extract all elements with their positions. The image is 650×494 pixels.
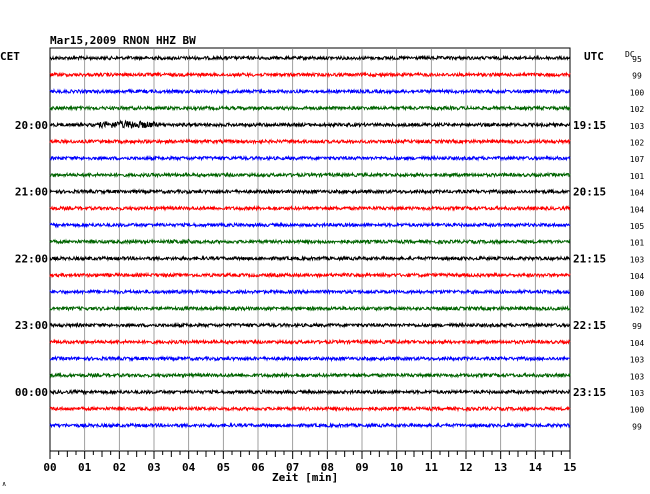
- dc-offset-label: 101: [630, 239, 645, 248]
- x-tick-label: 09: [355, 461, 368, 474]
- x-tick-label: 15: [563, 461, 576, 474]
- dc-offset-label: 99: [632, 422, 642, 431]
- x-tick-label: 13: [494, 461, 507, 474]
- dc-offset-label: 102: [630, 105, 645, 114]
- dc-offset-label: 107: [630, 155, 645, 164]
- chart-title: Mar15,2009 RNON HHZ BW: [50, 34, 196, 47]
- trace-row-5: [49, 138, 571, 146]
- trace-row-6: [49, 154, 571, 162]
- dc-column-label: DC: [625, 50, 635, 59]
- left-time-label: 21:00: [15, 186, 48, 199]
- x-tick-label: 14: [529, 461, 543, 474]
- trace-row-0: [49, 54, 571, 62]
- dc-offset-label: 100: [630, 406, 645, 415]
- dc-offset-label: 103: [630, 372, 645, 381]
- trace-row-8: [49, 188, 571, 196]
- right-time-label: 19:15: [573, 119, 606, 132]
- trace-row-19: [49, 371, 571, 379]
- x-tick-label: 08: [321, 461, 334, 474]
- trace-row-10: [49, 221, 571, 229]
- dc-offset-label: 104: [630, 205, 645, 214]
- corner-mark: ∧: [2, 480, 7, 488]
- trace-row-13: [49, 271, 571, 279]
- dc-offset-label: 102: [630, 139, 645, 148]
- trace-row-4: [49, 119, 571, 130]
- trace-row-15: [49, 304, 571, 312]
- trace-row-16: [49, 321, 571, 329]
- left-time-label: 20:00: [15, 119, 48, 132]
- x-tick-label: 03: [147, 461, 160, 474]
- left-time-label: 00:00: [15, 386, 48, 399]
- trace-row-2: [49, 87, 571, 95]
- trace-row-12: [49, 254, 571, 262]
- dc-offset-label: 101: [630, 172, 645, 181]
- x-tick-label: 00: [43, 461, 56, 474]
- x-tick-label: 01: [78, 461, 92, 474]
- x-tick-label: 02: [113, 461, 126, 474]
- trace-row-17: [49, 338, 571, 346]
- right-timezone-label: UTC: [584, 50, 604, 63]
- trace-row-3: [49, 104, 571, 112]
- trace-row-18: [49, 355, 571, 363]
- right-time-label: 22:15: [573, 319, 606, 332]
- right-time-label: 23:15: [573, 386, 606, 399]
- x-axis-label: Zeit [min]: [272, 471, 339, 484]
- dc-offset-label: 104: [630, 272, 645, 281]
- x-tick-label: 10: [390, 461, 403, 474]
- dc-offset-label: 103: [630, 122, 645, 131]
- x-tick-label: 07: [286, 461, 299, 474]
- x-tick-label: 04: [182, 461, 196, 474]
- x-tick-label: 12: [459, 461, 472, 474]
- x-tick-label: 06: [251, 461, 265, 474]
- trace-row-22: [49, 421, 571, 429]
- dc-offset-label: 99: [632, 72, 642, 81]
- trace-row-11: [49, 238, 571, 246]
- left-timezone-label: CET: [0, 50, 20, 63]
- left-time-label: 23:00: [15, 319, 48, 332]
- right-time-label: 20:15: [573, 186, 606, 199]
- dc-offset-label: 105: [630, 222, 645, 231]
- dc-offset-label: 103: [630, 255, 645, 264]
- dc-offset-label: 102: [630, 306, 645, 315]
- trace-row-7: [49, 171, 571, 179]
- dc-offset-label: 99: [632, 322, 642, 331]
- dc-offset-label: 100: [630, 88, 645, 97]
- left-time-label: 22:00: [15, 252, 48, 265]
- x-tick-label: 05: [217, 461, 230, 474]
- dc-offset-label: 104: [630, 189, 645, 198]
- dc-offset-label: 100: [630, 289, 645, 298]
- right-time-label: 21:15: [573, 252, 606, 265]
- dc-offset-label: 104: [630, 339, 645, 348]
- trace-row-20: [49, 388, 571, 396]
- dc-offset-label: 103: [630, 356, 645, 365]
- x-tick-label: 11: [425, 461, 439, 474]
- dc-offset-label: 103: [630, 389, 645, 398]
- trace-row-1: [49, 71, 571, 79]
- trace-row-9: [49, 204, 571, 212]
- dc-offset-label: 95: [632, 55, 642, 64]
- trace-row-21: [49, 405, 571, 413]
- trace-row-14: [49, 288, 571, 296]
